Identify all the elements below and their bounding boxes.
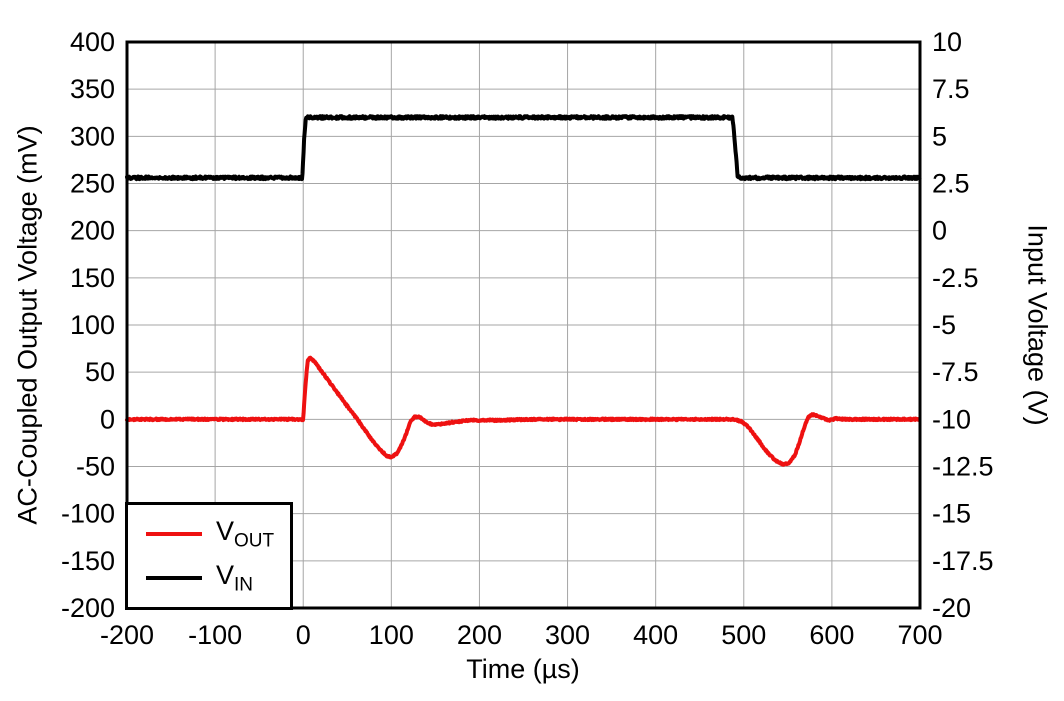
y-right-tick-label: -17.5 [932, 546, 994, 576]
y-left-tick-label: 350 [70, 74, 115, 104]
y-left-tick-label: -150 [61, 546, 115, 576]
x-tick-label: 400 [633, 620, 678, 650]
y-right-tick-label: 10 [932, 27, 962, 57]
y-left-tick-label: 100 [70, 310, 115, 340]
legend-label-vin: VIN [216, 560, 254, 596]
y-right-tick-label: -12.5 [932, 452, 994, 482]
x-tick-label: 600 [809, 620, 854, 650]
y-right-tick-label: -15 [932, 499, 971, 529]
legend: VOUT VIN [125, 502, 293, 610]
y-right-tick-label: 5 [932, 121, 947, 151]
y-left-tick-label: 150 [70, 263, 115, 293]
y-right-tick-label: 7.5 [932, 74, 970, 104]
x-tick-label: 200 [457, 620, 502, 650]
y-right-tick-label: -5 [932, 310, 956, 340]
legend-label-vout: VOUT [216, 515, 275, 551]
x-tick-label: 0 [296, 620, 311, 650]
y-right-tick-label: -7.5 [932, 357, 979, 387]
y-left-tick-label: -200 [61, 593, 115, 623]
y-right-tick-label: 2.5 [932, 169, 970, 199]
x-tick-label: 500 [721, 620, 766, 650]
y-left-tick-label: 200 [70, 216, 115, 246]
y-left-tick-label: 50 [85, 357, 115, 387]
y-right-tick-label: 0 [932, 216, 947, 246]
x-tick-label: 300 [545, 620, 590, 650]
y-left-tick-label: -100 [61, 499, 115, 529]
y-left-tick-label: 400 [70, 27, 115, 57]
y-left-tick-label: 300 [70, 121, 115, 151]
x-tick-label: 700 [897, 620, 942, 650]
y-axis-label-left: AC-Coupled Output Voltage (mV) [12, 125, 43, 525]
y-right-tick-label: -20 [932, 593, 971, 623]
x-tick-label: -100 [188, 620, 242, 650]
y-left-tick-label: -50 [76, 452, 115, 482]
y-right-tick-label: -10 [932, 404, 971, 434]
y-right-tick-label: -2.5 [932, 263, 979, 293]
y-left-tick-label: 250 [70, 169, 115, 199]
trace-vout [125, 355, 922, 467]
x-axis-label: Time (µs) [466, 654, 580, 684]
x-tick-label: 100 [369, 620, 414, 650]
legend-line-vout [146, 531, 202, 536]
y-left-tick-label: 0 [100, 404, 115, 434]
legend-line-vin [146, 576, 202, 581]
trace-vin [125, 114, 922, 182]
x-tick-label: -200 [100, 620, 154, 650]
y-axis-label-right: Input Voltage (V) [1022, 224, 1053, 426]
legend-item-vin: VIN [146, 562, 290, 594]
plot-frame [125, 40, 922, 610]
legend-item-vout: VOUT [146, 515, 290, 551]
